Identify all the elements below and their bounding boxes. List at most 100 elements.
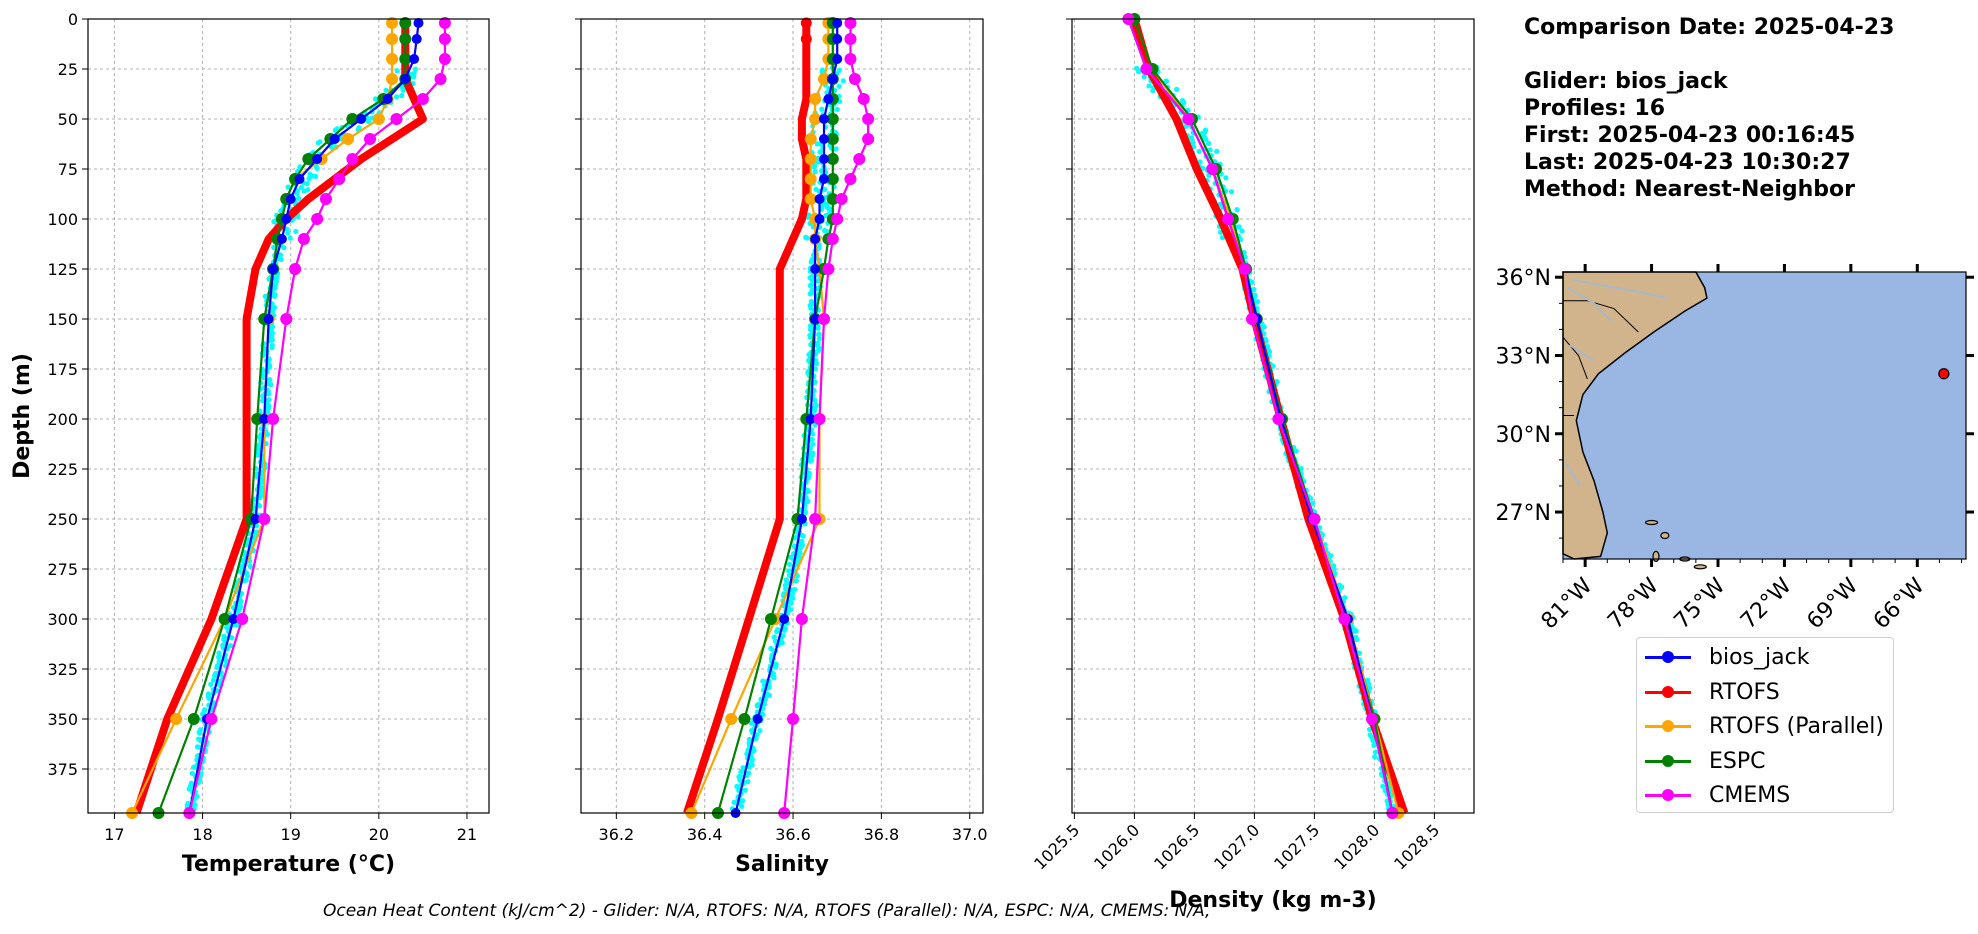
data-point-bios-jack — [276, 234, 287, 244]
x-tick-label: 36.6 — [775, 825, 811, 844]
glider-profile-point — [1214, 148, 1220, 154]
data-point-cmems — [1338, 613, 1351, 625]
data-point-bios-jack — [285, 194, 296, 204]
data-point-cmems — [438, 53, 451, 65]
glider-profile-point — [1365, 681, 1372, 687]
data-point-rtofs-parallel — [804, 173, 817, 185]
glider-profile-point — [816, 336, 822, 342]
x-tick-label: 1027.5 — [1270, 820, 1323, 873]
data-point-cmems — [831, 213, 844, 225]
lat-tick-label: 36°N — [1496, 266, 1551, 291]
glider-profile-point — [227, 643, 234, 649]
glider-profile-point — [836, 83, 842, 89]
data-point-bios-jack — [259, 414, 270, 424]
lon-tick-label: 75°W — [1670, 573, 1731, 634]
glider-profile-point — [812, 408, 818, 414]
y-tick-label: 0 — [68, 10, 78, 29]
glider-profile-point — [1163, 78, 1169, 84]
glider-profile-point — [754, 702, 761, 708]
glider-profile-point — [1174, 86, 1180, 92]
lat-tick-label: 27°N — [1496, 501, 1551, 526]
glider-profile-point — [1339, 584, 1345, 590]
glider-profile-point — [1309, 500, 1316, 506]
legend-item-rtofs-parallel: RTOFS (Parallel) — [1645, 711, 1884, 741]
glider-profile-point — [307, 171, 313, 177]
last-time: Last: 2025-04-23 10:30:27 — [1524, 150, 1851, 175]
glider-profile-point — [264, 431, 271, 438]
glider-profile-point — [189, 770, 195, 777]
data-point-bios-jack — [818, 114, 829, 124]
glider-profile-point — [216, 654, 222, 660]
x-tick-label: 1026.5 — [1150, 820, 1203, 873]
legend-item-cmems: CMEMS — [1645, 780, 1790, 810]
y-axis-label: Depth (m) — [10, 353, 35, 479]
x-tick-label: 1028.0 — [1330, 820, 1383, 873]
glider-profile-point — [393, 94, 400, 100]
data-point-espc — [738, 713, 751, 725]
data-point-cmems — [844, 17, 857, 29]
map-state-border — [1562, 336, 1588, 380]
map-island — [1660, 531, 1670, 540]
glider-profile-point — [809, 452, 815, 459]
series-line-espc — [1133, 18, 1394, 814]
data-point-rtofs-parallel — [372, 113, 385, 125]
x-tick-label: 19 — [281, 825, 301, 844]
data-point-rtofs-parallel — [386, 53, 399, 65]
lon-tick-label: 72°W — [1736, 573, 1797, 634]
glider-profile-point — [807, 323, 814, 329]
data-point-cmems — [857, 93, 870, 105]
data-point-bios-jack — [818, 134, 829, 144]
map-river — [1571, 278, 1668, 300]
glider-profile-point — [808, 305, 814, 311]
series-line-rtofs — [132, 23, 427, 815]
legend-item-espc: ESPC — [1645, 746, 1766, 776]
legend-label: CMEMS — [1709, 782, 1791, 808]
glider-profile-point — [1135, 69, 1142, 75]
data-point-rtofs — [800, 17, 812, 29]
y-tick-label: 175 — [47, 360, 78, 379]
x-axis-label: Temperature (°C) — [182, 852, 395, 877]
legend-label: bios_jack — [1709, 644, 1810, 670]
data-point-espc — [399, 53, 412, 65]
lon-tick-label: 69°W — [1802, 573, 1863, 634]
x-axis-label: Salinity — [735, 852, 829, 877]
glider-profile-point — [1372, 754, 1378, 760]
data-point-rtofs-parallel — [817, 73, 830, 85]
lat-tick-label: 33°N — [1496, 344, 1551, 369]
glider-profile-point — [809, 431, 816, 437]
glider-profile-point — [266, 391, 272, 397]
glider-profile-point — [1203, 136, 1209, 142]
data-point-rtofs-parallel — [804, 133, 817, 145]
legend: bios_jack RTOFS RTOFS (Parallel) ESPC CM… — [1636, 637, 1894, 813]
y-tick-label: 100 — [47, 210, 78, 229]
data-point-cmems — [434, 73, 447, 85]
data-point-bios-jack — [796, 514, 807, 524]
glider-profile-point — [214, 664, 220, 671]
glider-profile-point — [797, 545, 804, 551]
data-point-cmems — [853, 153, 866, 165]
glider-profile-point — [285, 230, 291, 236]
glider-profile-point — [372, 96, 379, 102]
x-tick-label: 21 — [457, 825, 477, 844]
data-point-rtofs-parallel — [809, 93, 822, 105]
glider-profile-point — [1263, 338, 1269, 344]
glider-profile-point — [812, 397, 818, 403]
profile-count: Profiles: 16 — [1524, 96, 1666, 121]
glider-profile-point — [809, 436, 815, 443]
y-tick-label: 350 — [47, 710, 78, 729]
x-tick-label: 17 — [104, 825, 124, 844]
x-tick-label: 1025.5 — [1030, 820, 1083, 873]
glider-profile-point — [808, 259, 814, 265]
data-point-cmems — [205, 713, 218, 725]
data-point-bios-jack — [250, 514, 261, 524]
map-river — [1569, 344, 1595, 362]
glider-profile-point — [822, 186, 828, 193]
data-point-rtofs-parallel — [804, 193, 817, 205]
data-point-espc — [399, 33, 412, 45]
panel-density: 1025.5 1026.0 1026.5 1027.0 1027.5 1028.0 1028… — [1030, 13, 1475, 913]
series-rtofs — [132, 17, 427, 815]
glider-profile-point — [1354, 636, 1360, 643]
glider-profile-point — [293, 228, 299, 235]
glider-profile-point — [269, 342, 275, 348]
data-point-cmems — [822, 263, 835, 275]
